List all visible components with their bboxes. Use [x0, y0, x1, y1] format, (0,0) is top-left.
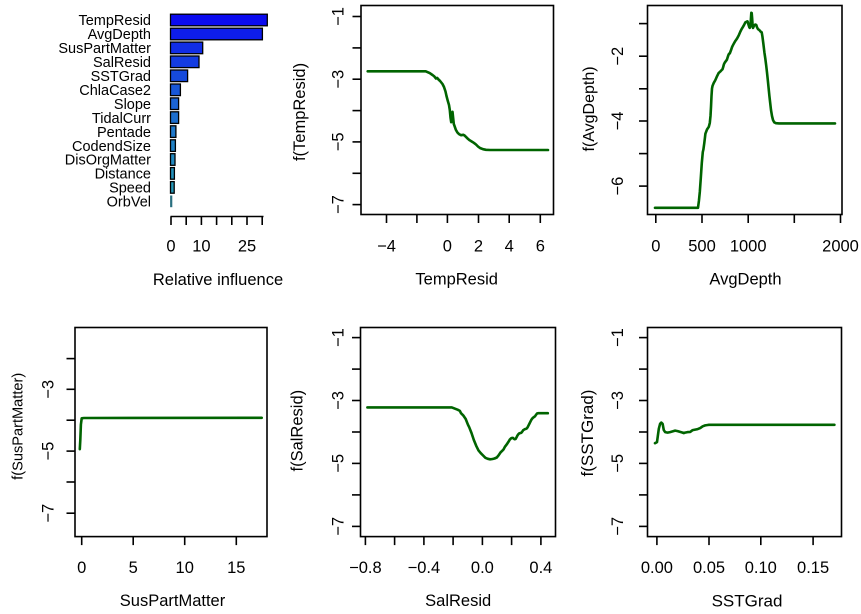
svg-text:6: 6: [536, 238, 545, 256]
svg-text:f(SSTGrad): f(SSTGrad): [578, 390, 597, 477]
svg-text:500: 500: [688, 238, 716, 256]
svg-text:0.0: 0.0: [471, 559, 494, 577]
svg-text:−7: −7: [609, 517, 627, 536]
svg-text:25: 25: [238, 238, 256, 256]
svg-text:0: 0: [166, 238, 175, 256]
svg-text:−5: −5: [609, 454, 627, 473]
svg-text:f(AvgDepth): f(AvgDepth): [581, 66, 598, 151]
svg-text:SalResid: SalResid: [93, 55, 151, 71]
svg-text:−4: −4: [377, 238, 396, 256]
svg-text:0.10: 0.10: [745, 559, 777, 577]
svg-text:5: 5: [129, 559, 138, 577]
svg-text:0.00: 0.00: [641, 559, 673, 577]
svg-text:−7: −7: [40, 504, 58, 523]
svg-text:10: 10: [192, 238, 210, 256]
svg-text:2000: 2000: [822, 238, 859, 256]
svg-text:0.4: 0.4: [529, 559, 552, 577]
svg-text:−5: −5: [40, 442, 58, 461]
svg-text:−2: −2: [609, 47, 627, 66]
svg-text:DisOrgMatter: DisOrgMatter: [65, 153, 151, 169]
svg-text:Distance: Distance: [95, 167, 151, 183]
svg-text:−0.4: −0.4: [408, 559, 441, 577]
svg-text:AvgDepth: AvgDepth: [709, 271, 781, 289]
svg-text:SSTGrad: SSTGrad: [91, 69, 151, 85]
svg-text:SusPartMatter: SusPartMatter: [120, 592, 226, 610]
svg-text:Relative influence: Relative influence: [153, 271, 283, 289]
svg-text:0.15: 0.15: [797, 559, 829, 577]
svg-text:TidalCurr: TidalCurr: [92, 111, 151, 127]
svg-text:−0.8: −0.8: [349, 559, 382, 577]
svg-text:SusPartMatter: SusPartMatter: [58, 41, 151, 57]
svg-text:−3: −3: [40, 380, 58, 399]
svg-text:f(SusPartMatter): f(SusPartMatter): [11, 373, 27, 480]
svg-text:TempResid: TempResid: [78, 13, 151, 29]
svg-text:15: 15: [227, 559, 245, 577]
svg-text:Pentade: Pentade: [97, 125, 151, 141]
svg-text:SSTGrad: SSTGrad: [712, 592, 783, 611]
svg-text:0: 0: [77, 559, 86, 577]
svg-text:4: 4: [505, 238, 514, 256]
svg-text:−5: −5: [330, 454, 348, 473]
svg-text:SalResid: SalResid: [425, 592, 491, 610]
svg-text:0: 0: [651, 238, 660, 256]
svg-text:ChlaCase2: ChlaCase2: [79, 83, 151, 99]
svg-text:TempResid: TempResid: [415, 271, 498, 289]
svg-text:0.05: 0.05: [693, 559, 725, 577]
svg-text:−6: −6: [609, 177, 627, 196]
svg-text:2: 2: [474, 238, 483, 256]
svg-text:−7: −7: [330, 517, 348, 536]
svg-text:−3: −3: [330, 70, 348, 89]
svg-text:−1: −1: [330, 7, 348, 26]
svg-text:−3: −3: [609, 391, 627, 410]
svg-text:CodendSize: CodendSize: [72, 139, 151, 155]
svg-text:0: 0: [443, 238, 452, 256]
svg-text:Slope: Slope: [114, 97, 151, 113]
svg-text:−1: −1: [330, 328, 348, 347]
svg-text:−4: −4: [609, 112, 627, 131]
svg-text:−1: −1: [609, 328, 627, 347]
svg-text:Speed: Speed: [109, 181, 151, 197]
svg-text:1000: 1000: [730, 238, 767, 256]
svg-text:AvgDepth: AvgDepth: [88, 27, 151, 43]
svg-text:f(SalResid): f(SalResid): [289, 390, 307, 472]
svg-text:OrbVel: OrbVel: [107, 195, 151, 211]
svg-text:10: 10: [176, 559, 194, 577]
svg-text:f(TempResid): f(TempResid): [291, 63, 309, 161]
svg-text:−7: −7: [330, 195, 348, 214]
svg-text:−3: −3: [330, 391, 348, 410]
svg-text:−5: −5: [330, 132, 348, 151]
